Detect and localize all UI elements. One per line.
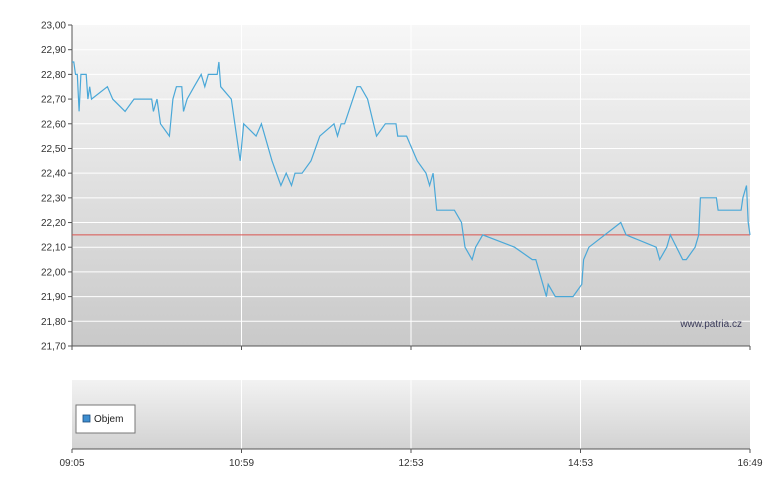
x-grid [241, 25, 581, 346]
x-tick-label: 10:59 [229, 458, 254, 469]
x-tick-label: 14:53 [568, 458, 593, 469]
y-tick-label: 21,90 [41, 292, 66, 303]
y-tick-label: 23,00 [41, 21, 66, 32]
y-tick-label: 22,50 [41, 144, 66, 155]
price-series-line [72, 61, 751, 298]
x-tick-label: 16:49 [737, 458, 762, 469]
y-tick-label: 22,00 [41, 267, 66, 278]
y-tick-label: 22,40 [41, 169, 66, 180]
volume-grid [241, 380, 581, 449]
y-tick-label: 22,20 [41, 218, 66, 229]
x-tick-label: 12:53 [398, 458, 423, 469]
y-tick-label: 22,80 [41, 70, 66, 81]
x-tick-label: 09:05 [59, 458, 84, 469]
volume-legend: Objem [75, 404, 136, 434]
y-tick-label: 22,90 [41, 45, 66, 56]
volume-legend-swatch [82, 414, 91, 423]
y-tick-label: 21,70 [41, 342, 66, 353]
watermark: www.patria.cz [679, 319, 742, 330]
y-tick-label: 22,10 [41, 243, 66, 254]
y-tick-labels: 23,00 22,90 22,80 22,70 22,60 22,50 22,40 22,30… [41, 21, 72, 353]
y-tick-label: 22,60 [41, 119, 66, 130]
x-tick-labels: 09:05 10:59 12:53 14:53 16:49 [59, 346, 763, 469]
volume-legend-label: Objem [94, 414, 123, 425]
y-tick-label: 21,80 [41, 317, 66, 328]
y-tick-label: 22,30 [41, 193, 66, 204]
y-tick-label: 22,70 [41, 95, 66, 106]
